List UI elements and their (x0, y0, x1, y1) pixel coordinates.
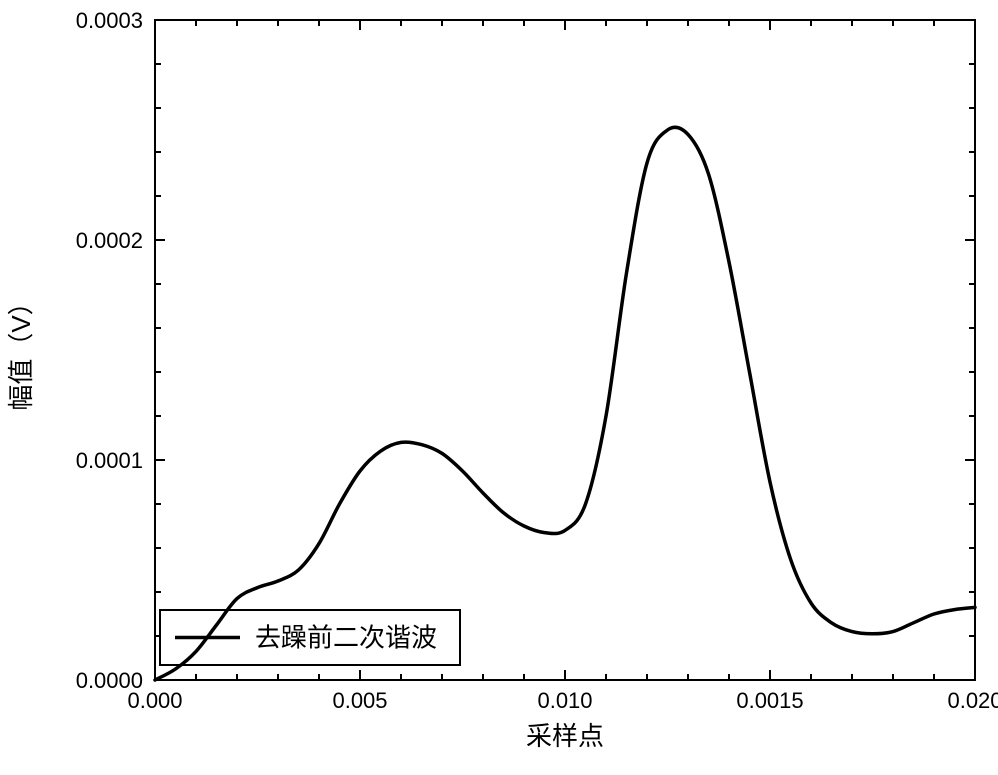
line-chart: 0.0000.0050.0100.00150.0200.00000.00010.… (0, 0, 998, 775)
x-tick-label: 0.010 (537, 688, 592, 713)
x-tick-label: 0.005 (332, 688, 387, 713)
chart-container: 0.0000.0050.0100.00150.0200.00000.00010.… (0, 0, 998, 775)
y-tick-label: 0.0003 (76, 8, 143, 33)
y-axis-label: 幅值（V） (6, 289, 36, 410)
x-tick-label: 0.020 (947, 688, 998, 713)
legend-text: 去躁前二次谐波 (255, 623, 437, 653)
y-tick-label: 0.0000 (76, 668, 143, 693)
y-tick-label: 0.0002 (76, 228, 143, 253)
x-axis-label: 采样点 (526, 721, 604, 751)
y-tick-label: 0.0001 (76, 448, 143, 473)
series-line (155, 127, 975, 680)
x-tick-label: 0.0015 (736, 688, 803, 713)
